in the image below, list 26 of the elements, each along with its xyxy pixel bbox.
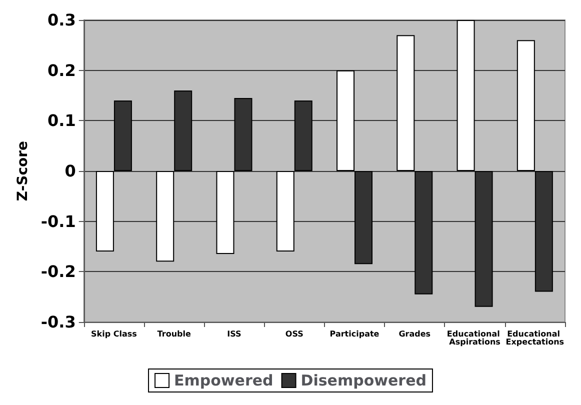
x-tick-label: Educational Aspirations	[446, 330, 503, 346]
bar	[216, 171, 234, 254]
bar	[516, 40, 535, 171]
x-tick-label: ISS	[227, 330, 242, 338]
y-tick-label: -0.3	[40, 312, 76, 332]
y-tick-label: 0.2	[48, 60, 76, 80]
y-axis-title: Z-Score	[15, 140, 31, 202]
y-tick-label: 0.1	[48, 111, 76, 130]
x-tick-label: Participate	[330, 330, 380, 338]
x-tick-label: Educational Expectations	[506, 330, 564, 346]
bar	[456, 20, 475, 171]
legend-label: Disempowered	[300, 372, 426, 390]
x-tick-label: Grades	[398, 330, 431, 338]
x-tick-label: OSS	[285, 330, 304, 338]
bar	[336, 70, 355, 171]
y-tick-label: -0.1	[40, 212, 76, 231]
bar	[276, 171, 294, 252]
legend-label: Empowered	[174, 372, 274, 390]
y-tick-label: 0	[64, 162, 76, 180]
y-tick-label: 0.3	[48, 10, 76, 30]
y-tick-label: -0.2	[40, 262, 76, 282]
bar	[156, 171, 174, 262]
bar	[96, 171, 114, 252]
x-tick-label: Trouble	[157, 330, 192, 338]
x-tick-label: Skip Class	[91, 330, 138, 338]
bar	[396, 35, 415, 171]
